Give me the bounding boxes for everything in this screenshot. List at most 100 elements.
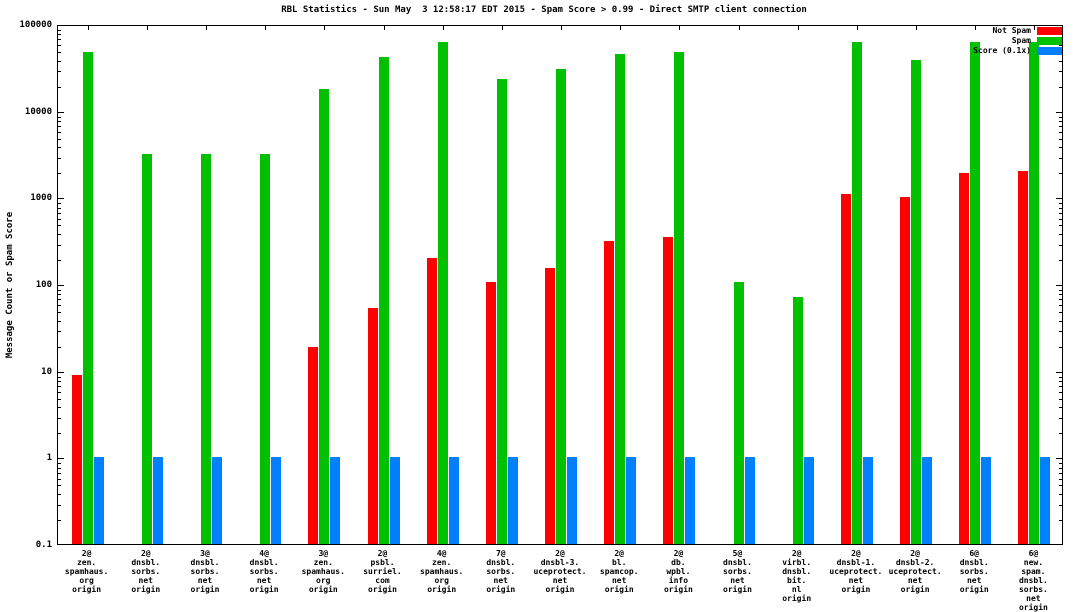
bar-spam bbox=[851, 42, 862, 544]
y-minor-tick-left bbox=[58, 34, 61, 36]
y-minor-tick-left bbox=[58, 39, 61, 41]
x-axis-category-label: 4@ dnsbl. sorbs. net origin bbox=[249, 549, 279, 594]
bar-score-0-1x- bbox=[448, 457, 459, 544]
legend-label-spam: Spam bbox=[1011, 36, 1031, 45]
y-minor-tick-left bbox=[58, 312, 61, 314]
bar-spam bbox=[970, 42, 981, 544]
y-minor-tick-right bbox=[1059, 121, 1062, 123]
bar-score-0-1x- bbox=[507, 457, 518, 544]
y-minor-tick-left bbox=[58, 504, 61, 506]
x-axis-category-label: 2@ dnsbl-3. uceprotect. net origin bbox=[533, 549, 587, 594]
y-minor-tick-right bbox=[1059, 34, 1062, 36]
y-major-tick-left bbox=[58, 198, 64, 200]
x-tick-top bbox=[146, 26, 148, 30]
bar-score-0-1x- bbox=[271, 457, 282, 544]
bar-spam bbox=[556, 69, 566, 544]
y-minor-tick-left bbox=[58, 386, 61, 388]
legend-item-not-spam: Not Spam bbox=[973, 26, 1062, 35]
y-minor-tick-right bbox=[1059, 463, 1062, 465]
y-minor-tick-left bbox=[58, 463, 61, 465]
y-minor-tick-right bbox=[1059, 331, 1062, 333]
bar-spam bbox=[733, 282, 744, 544]
y-minor-tick-left bbox=[58, 203, 61, 205]
y-minor-tick-right bbox=[1059, 493, 1062, 495]
bar-spam bbox=[437, 42, 448, 544]
y-minor-tick-right bbox=[1059, 472, 1062, 474]
y-minor-tick-right bbox=[1059, 126, 1062, 128]
bar-spam bbox=[911, 60, 922, 544]
bar-spam bbox=[141, 153, 152, 544]
y-minor-tick-left bbox=[58, 398, 61, 400]
y-minor-tick-right bbox=[1059, 45, 1062, 47]
y-minor-tick-right bbox=[1059, 86, 1062, 88]
x-tick-top bbox=[265, 26, 267, 30]
y-minor-tick-right bbox=[1059, 233, 1062, 235]
y-minor-tick-right bbox=[1059, 158, 1062, 159]
y-minor-tick-right bbox=[1059, 259, 1062, 261]
x-tick-top bbox=[975, 26, 977, 30]
y-minor-tick-right bbox=[1059, 131, 1062, 133]
y-minor-tick-left bbox=[58, 418, 61, 419]
legend-item-score: Score (0.1x) bbox=[973, 46, 1062, 55]
y-minor-tick-right bbox=[1059, 71, 1062, 73]
y-minor-tick-right bbox=[1059, 478, 1062, 480]
x-axis-category-label: 2@ dnsbl-2. uceprotect. net origin bbox=[888, 549, 942, 594]
bar-score-0-1x- bbox=[567, 457, 577, 544]
y-minor-tick-right bbox=[1059, 519, 1062, 521]
bar-score-0-1x- bbox=[626, 457, 637, 544]
y-minor-tick-right bbox=[1059, 218, 1062, 220]
y-minor-tick-right bbox=[1059, 407, 1062, 409]
y-axis-tick-label: 1 bbox=[46, 453, 52, 464]
y-minor-tick-left bbox=[58, 519, 61, 521]
x-tick-top bbox=[738, 26, 740, 30]
y-minor-tick-right bbox=[1059, 116, 1062, 118]
x-tick-top bbox=[205, 26, 207, 30]
bar-score-0-1x- bbox=[744, 457, 755, 544]
y-minor-tick-right bbox=[1059, 312, 1062, 314]
bar-score-0-1x- bbox=[803, 457, 814, 544]
y-minor-tick-right bbox=[1059, 203, 1062, 205]
x-axis-category-label: 2@ zen. spamhaus. org origin bbox=[64, 549, 109, 594]
y-axis-tick-label: 10 bbox=[41, 366, 52, 377]
spam-swatch-icon bbox=[1037, 36, 1062, 45]
x-tick-top bbox=[679, 26, 681, 30]
y-minor-tick-left bbox=[58, 376, 61, 378]
bar-spam bbox=[792, 297, 803, 544]
bar-not-spam bbox=[367, 307, 378, 544]
y-minor-tick-right bbox=[1059, 147, 1062, 149]
x-tick-top bbox=[916, 26, 918, 30]
y-minor-tick-left bbox=[58, 212, 61, 214]
y-minor-tick-right bbox=[1059, 305, 1062, 307]
bar-spam bbox=[200, 153, 211, 544]
y-minor-tick-left bbox=[58, 391, 61, 393]
y-minor-tick-right bbox=[1059, 299, 1062, 301]
y-major-tick-left bbox=[58, 371, 64, 373]
x-tick-top bbox=[620, 26, 622, 30]
y-minor-tick-left bbox=[58, 407, 61, 409]
bar-not-spam bbox=[426, 257, 437, 544]
y-minor-tick-left bbox=[58, 45, 61, 47]
bar-not-spam bbox=[959, 173, 970, 544]
y-major-tick-right bbox=[1056, 458, 1062, 460]
x-tick-top bbox=[87, 26, 89, 30]
bar-not-spam bbox=[604, 241, 615, 544]
x-tick-top bbox=[442, 26, 444, 30]
chart-title: RBL Statistics - Sun May 3 12:58:17 EDT … bbox=[281, 5, 807, 15]
y-minor-tick-left bbox=[58, 30, 61, 31]
x-axis-category-label: 3@ dnsbl. sorbs. net origin bbox=[190, 549, 220, 594]
y-minor-tick-right bbox=[1059, 173, 1062, 175]
x-axis-labels: 2@ zen. spamhaus. org origin 2@ dnsbl. sorbs. ne… bbox=[57, 549, 1063, 612]
bar-spam bbox=[319, 88, 330, 544]
bar-not-spam bbox=[308, 346, 319, 544]
y-minor-tick-left bbox=[58, 381, 61, 383]
y-minor-tick-left bbox=[58, 433, 61, 435]
x-axis-category-label: 3@ zen. spamhaus. org origin bbox=[301, 549, 345, 594]
y-minor-tick-left bbox=[58, 147, 61, 149]
y-minor-tick-right bbox=[1059, 386, 1062, 388]
y-major-tick-right bbox=[1056, 371, 1062, 373]
y-minor-tick-right bbox=[1059, 346, 1062, 348]
x-axis-category-label: 2@ virbl. dnsbl. bit. nl origin bbox=[782, 549, 812, 603]
y-minor-tick-right bbox=[1059, 376, 1062, 378]
y-minor-tick-left bbox=[58, 60, 61, 62]
y-minor-tick-left bbox=[58, 244, 61, 246]
